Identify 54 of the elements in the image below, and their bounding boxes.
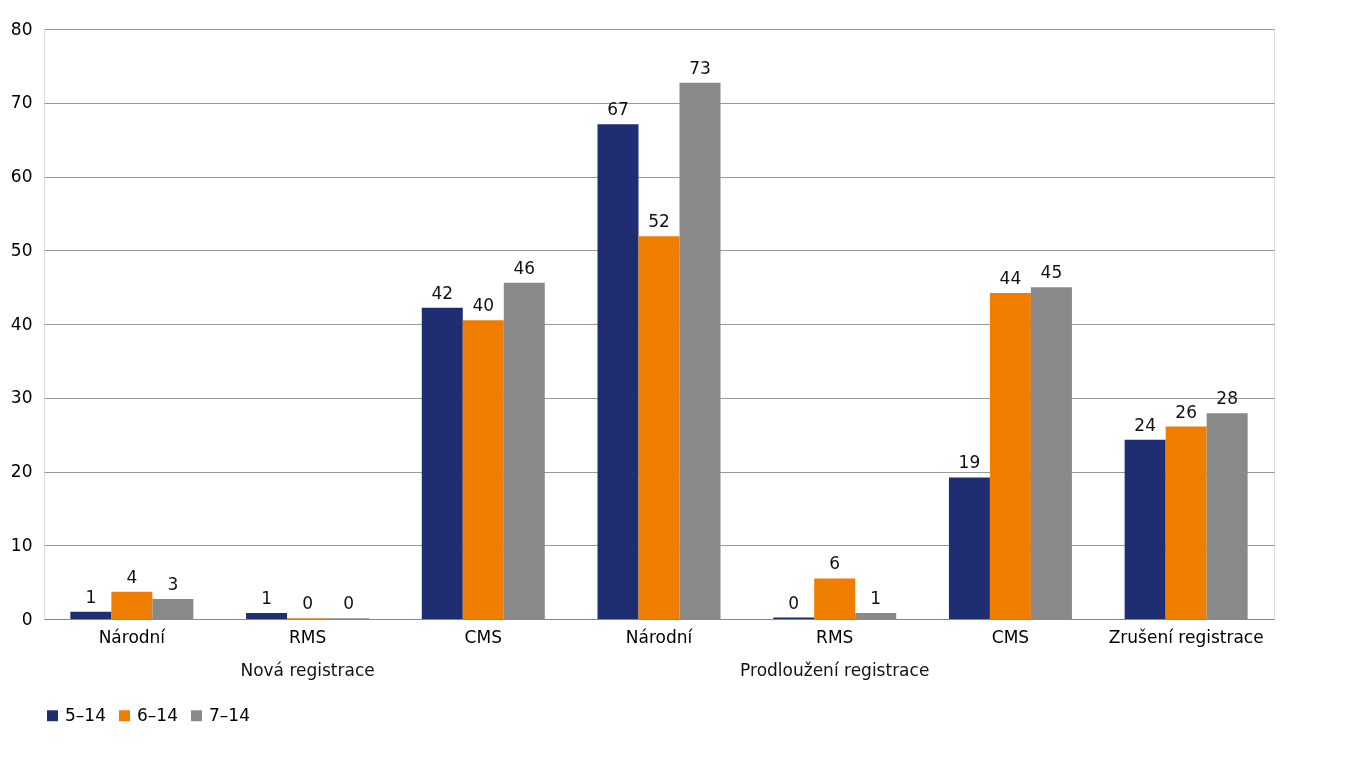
bar <box>462 320 504 619</box>
data-label: 0 <box>788 592 800 613</box>
data-label: 0 <box>302 593 313 614</box>
data-label: 1 <box>85 586 97 607</box>
x-tick-label: CMS <box>464 626 502 647</box>
legend-label: 5–14 <box>65 704 106 725</box>
data-label: 46 <box>513 257 536 278</box>
data-label: 24 <box>1134 414 1156 435</box>
legend-label: 6–14 <box>137 704 178 725</box>
bar <box>989 293 1031 619</box>
y-tick-label: 70 <box>10 92 33 113</box>
y-tick-label: 40 <box>10 313 33 334</box>
data-label: 6 <box>829 553 841 574</box>
data-label: 19 <box>958 452 981 473</box>
data-label: 28 <box>1216 388 1238 409</box>
data-label: 73 <box>689 57 711 78</box>
x-tick-label: Národní <box>98 626 167 647</box>
x-tick-label: CMS <box>991 626 1030 647</box>
data-label: 40 <box>472 295 495 316</box>
bar <box>1124 439 1166 619</box>
x-tick-label: Národní <box>625 626 694 647</box>
data-label: 42 <box>431 282 454 303</box>
bar <box>421 307 463 619</box>
y-tick-label: 0 <box>21 608 33 629</box>
data-label: 45 <box>1040 262 1063 283</box>
bar <box>70 611 112 619</box>
bar <box>948 477 990 619</box>
data-label: 3 <box>167 574 179 595</box>
bar <box>246 613 288 619</box>
y-tick-label: 50 <box>10 239 33 260</box>
data-label: 4 <box>126 566 138 587</box>
text: Prodloužení registrace <box>740 660 930 680</box>
data-label: 52 <box>648 211 670 232</box>
y-tick-label: 60 <box>10 166 33 186</box>
data-label: 67 <box>607 99 629 120</box>
x-tick-label: Zrušení registrace <box>1108 626 1264 647</box>
bar <box>1165 426 1207 619</box>
y-tick-label: 30 <box>10 387 33 408</box>
data-label: 44 <box>999 268 1022 289</box>
data-label: 26 <box>1175 401 1197 422</box>
legend-label: 7–14 <box>209 704 250 725</box>
data-label: 0 <box>343 593 354 614</box>
text: Nová registrace <box>240 660 375 680</box>
bar <box>814 578 856 619</box>
y-tick-label: 20 <box>10 461 33 481</box>
y-tick-label: 10 <box>10 534 33 555</box>
data-label: 1 <box>261 588 272 609</box>
bar <box>597 124 639 619</box>
x-tick-label: RMS <box>816 626 854 647</box>
x-tick-label: RMS <box>288 626 327 647</box>
data-label: 1 <box>870 588 882 609</box>
bar <box>111 591 153 619</box>
bar <box>638 236 680 619</box>
y-tick-label: 80 <box>10 18 33 39</box>
